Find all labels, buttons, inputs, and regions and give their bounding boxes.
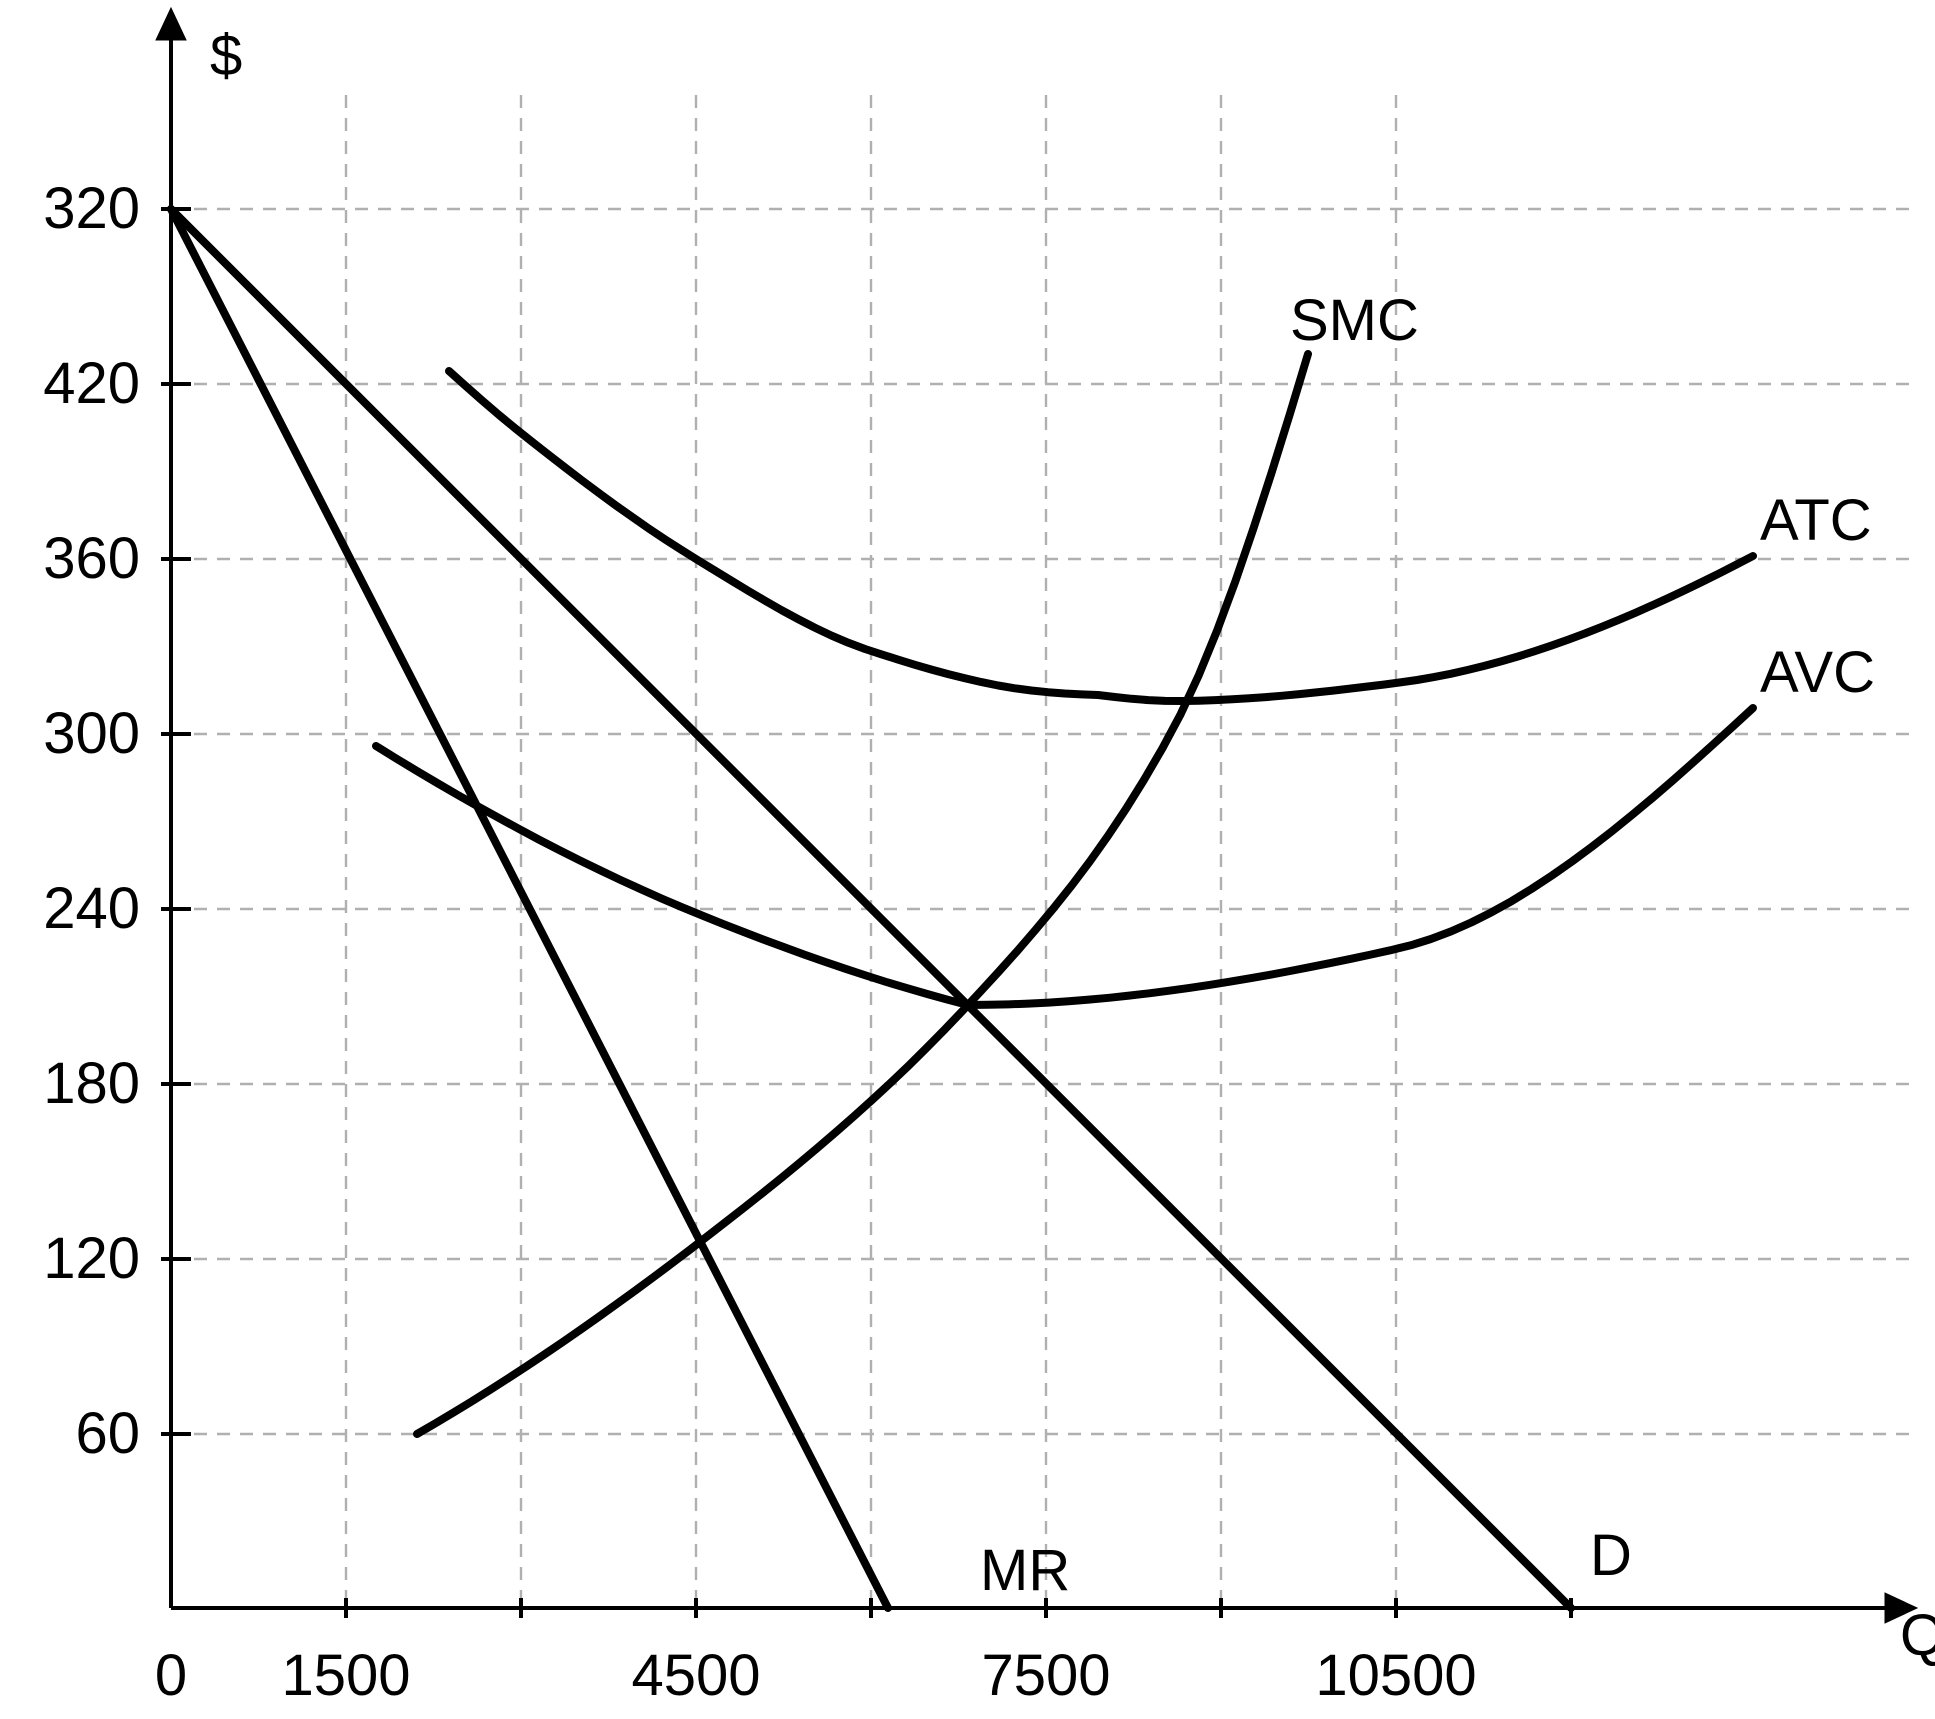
svg-text:0: 0: [155, 1643, 187, 1708]
svg-text:360: 360: [43, 526, 140, 591]
svg-text:ATC: ATC: [1760, 488, 1872, 553]
svg-text:420: 420: [43, 351, 140, 416]
svg-text:1500: 1500: [281, 1643, 410, 1708]
svg-text:180: 180: [43, 1051, 140, 1116]
svg-text:7500: 7500: [981, 1643, 1110, 1708]
svg-text:AVC: AVC: [1760, 640, 1875, 705]
svg-text:240: 240: [43, 876, 140, 941]
svg-text:60: 60: [75, 1401, 140, 1466]
svg-text:Q: Q: [1900, 1603, 1935, 1668]
svg-text:120: 120: [43, 1226, 140, 1291]
svg-text:D: D: [1590, 1523, 1632, 1588]
svg-text:SMC: SMC: [1290, 288, 1419, 353]
svg-text:MR: MR: [980, 1538, 1070, 1603]
svg-text:4500: 4500: [631, 1643, 760, 1708]
svg-text:$: $: [210, 23, 242, 88]
svg-text:300: 300: [43, 701, 140, 766]
svg-text:320: 320: [43, 176, 140, 241]
svg-text:10500: 10500: [1315, 1643, 1476, 1708]
